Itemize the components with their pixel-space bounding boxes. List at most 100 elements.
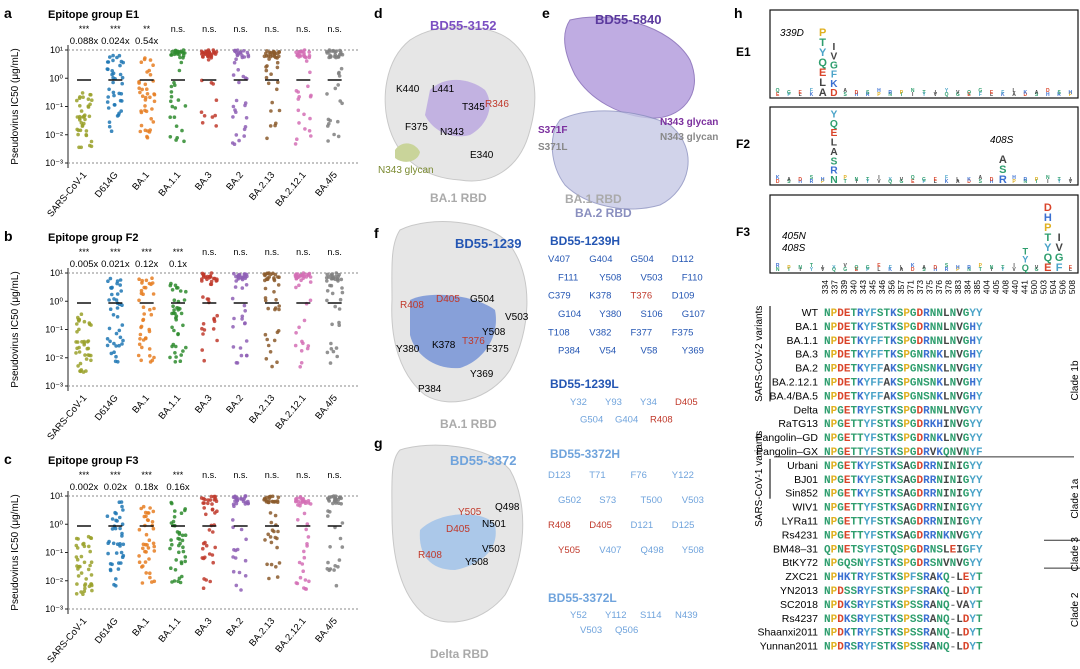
logo-letter: G (787, 90, 791, 96)
logo-letter: Y (819, 47, 827, 59)
data-point (302, 274, 306, 279)
data-point (150, 520, 155, 524)
data-point (308, 94, 313, 99)
data-point (233, 556, 238, 560)
logo-letter: P (1044, 222, 1051, 234)
data-point (137, 86, 141, 90)
data-point (74, 536, 79, 541)
data-point (302, 555, 307, 560)
y-tick-label: 10⁻¹ (45, 102, 63, 112)
data-point (305, 346, 310, 351)
data-point (110, 562, 114, 567)
alignment-sequence: NPDETKYFFAKSPGNSNKLNVGHY (824, 364, 983, 376)
data-point (173, 351, 177, 355)
residue-label: Y122 (672, 470, 694, 481)
residue-f-4: Y508 (482, 327, 506, 338)
data-point (111, 76, 115, 80)
heavy-label-f: BD55-1239H (550, 234, 620, 248)
rbd2-label-e: BA.2 RBD (575, 206, 632, 220)
data-point (295, 53, 300, 58)
data-point (300, 562, 305, 566)
y-tick-label: 10⁻³ (45, 158, 63, 168)
logo-letter: P (844, 175, 848, 181)
data-point (244, 339, 249, 343)
data-point (90, 98, 94, 102)
logo-letter: F (922, 179, 925, 185)
residue-label: V407 (599, 545, 621, 556)
data-point (240, 277, 245, 282)
data-point (206, 297, 211, 302)
alignment-sequence: NPGETTYFSTKSPGDRNKLNVGYY (824, 433, 983, 445)
residue-label: G104 (558, 309, 581, 320)
data-point (171, 342, 176, 347)
data-point (246, 53, 251, 57)
data-point (75, 546, 80, 550)
logo-letter: E (776, 92, 780, 98)
panel-letter-c: c (4, 451, 12, 467)
residue-label: D405 (675, 397, 698, 408)
significance-label: n.s. (202, 24, 217, 34)
logo-group-label: F3 (736, 225, 750, 239)
y-tick-label: 10⁻¹ (45, 548, 63, 558)
data-point (137, 298, 141, 303)
data-point (215, 509, 219, 513)
variant-bracket-label: SARS-CoV-1 variants (754, 431, 765, 527)
logo-letter: Y (830, 109, 837, 120)
panel-letter-b: b (4, 228, 13, 244)
logo-letter: I (856, 179, 858, 185)
panel-title: Epitope group F3 (48, 455, 138, 467)
significance-label: n.s. (265, 24, 280, 34)
logo-letter: N (967, 267, 971, 273)
data-point (264, 51, 268, 56)
logo-letter: E (911, 179, 915, 185)
data-point (151, 509, 156, 514)
alignment-sequence: NPDKTRYFSTKSPSSRANQ-LDYT (824, 628, 983, 640)
logo-letter: G (866, 265, 870, 271)
data-point (172, 298, 177, 303)
data-point (266, 532, 271, 537)
data-point (265, 136, 269, 141)
data-point (277, 108, 282, 113)
data-point (147, 347, 152, 351)
logo-letter: I (799, 267, 801, 273)
y-tick-label: 10⁻² (45, 353, 63, 363)
logo-letter: G (956, 92, 960, 98)
alignment-row-name: BM48–31 (773, 543, 818, 555)
logo-letter: H (877, 88, 881, 94)
data-point (207, 528, 212, 532)
data-point (273, 55, 278, 60)
residue-label: G404 (615, 415, 638, 426)
residue-label: Y93 (605, 397, 622, 408)
logo-letter: L (1069, 267, 1072, 273)
data-point (338, 48, 342, 53)
data-point (302, 511, 307, 516)
position-label: 378 (944, 280, 954, 294)
y-tick-label: 10⁻¹ (45, 325, 63, 335)
alignment-row-name: BA.3 (795, 349, 818, 361)
data-point (115, 114, 120, 118)
data-point (143, 336, 148, 341)
logo-letter: R (830, 166, 838, 177)
data-point (294, 331, 298, 335)
data-point (302, 112, 306, 117)
data-point (326, 560, 330, 565)
data-point (202, 577, 206, 581)
data-point (183, 104, 188, 108)
scatter-svg: a Epitope group E1 10¹ 10⁰ 10⁻¹ 10⁻² 10⁻³ Pseud… (4, 5, 360, 666)
data-point (169, 84, 174, 89)
label-e-2: N343 glycan (660, 117, 718, 128)
data-point (267, 496, 272, 500)
data-point (152, 544, 156, 549)
data-point (330, 291, 335, 296)
data-point (140, 345, 144, 350)
logo-letter: D (1044, 202, 1052, 214)
logo-letter: T (1001, 265, 1004, 271)
significance-label: *** (173, 247, 184, 257)
x-tick-label: SARS-CoV-1 (45, 616, 89, 666)
data-point (77, 350, 82, 354)
data-point (107, 124, 112, 129)
significance-label: *** (110, 470, 121, 480)
data-point (141, 317, 146, 322)
logo-letter: A (956, 179, 960, 185)
data-point (147, 329, 152, 334)
